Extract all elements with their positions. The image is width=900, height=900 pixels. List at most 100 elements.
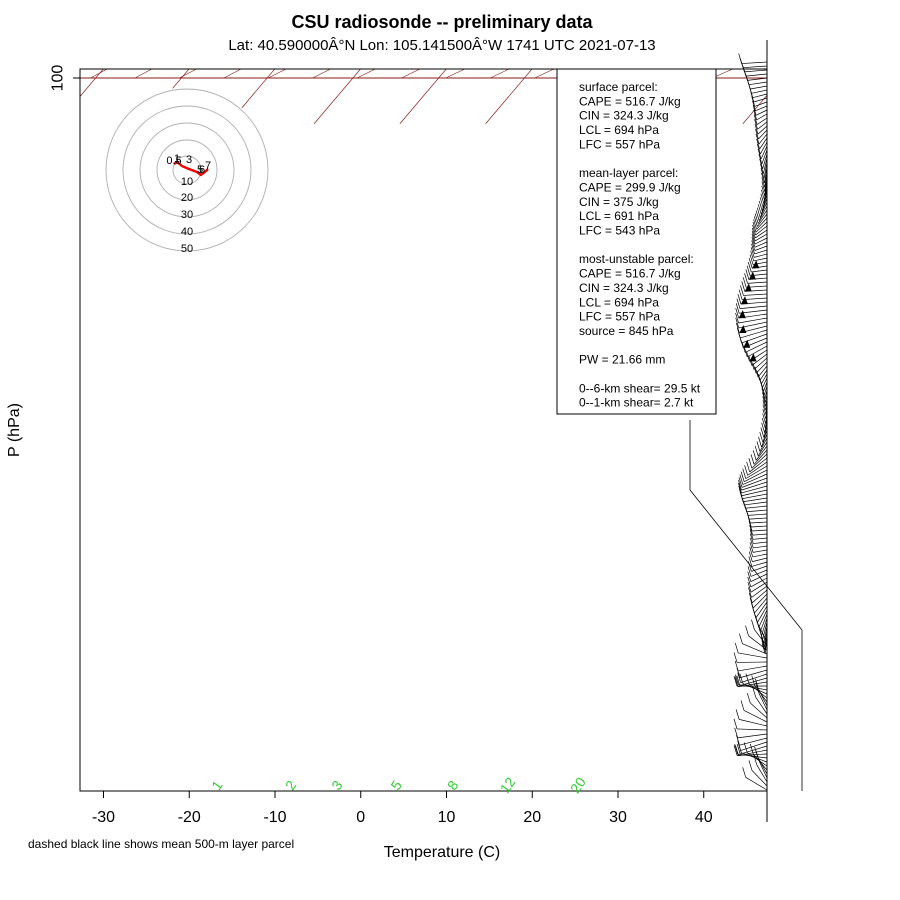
info-box-line: LFC = 543 hPa	[579, 224, 660, 238]
info-box-line: surface parcel:	[579, 80, 658, 94]
wind-barb	[764, 637, 768, 654]
wind-barb-feather	[746, 265, 751, 276]
wind-barb-feather	[740, 285, 744, 296]
chart-title: CSU radiosonde -- preliminary data	[291, 12, 593, 32]
y-axis-label: P (hPa)	[6, 403, 23, 457]
wind-barb-feather	[742, 767, 747, 778]
wind-barb-feather	[741, 281, 746, 292]
wind-barb	[747, 513, 768, 516]
chart-subtitle: Lat: 40.590000Â°N Lon: 105.141500Â°W 174…	[228, 37, 655, 54]
hodograph: 10 20 30 40 50 0.51 356 7	[104, 87, 270, 255]
wind-barb	[741, 489, 768, 497]
wind-barb-feather	[752, 105, 757, 116]
wind-barb	[758, 129, 768, 140]
wind-barb-feather	[758, 200, 763, 212]
wind-barb-feather	[761, 388, 766, 399]
wind-barb-feather	[751, 237, 756, 248]
info-box-line: most-unstable parcel:	[579, 252, 694, 266]
wind-barb-feather	[748, 760, 753, 771]
y-tick-label: 100	[50, 65, 67, 92]
wind-barb	[760, 197, 768, 215]
info-box-line: CIN = 324.3 J/kg	[579, 109, 669, 123]
info-box-line: LFC = 557 hPa	[579, 137, 660, 151]
wind-barb	[741, 61, 768, 64]
wind-barb	[754, 629, 768, 647]
wind-barb-feather	[734, 727, 739, 738]
wind-barb	[759, 369, 768, 381]
wind-barb	[754, 241, 768, 248]
wind-barb	[764, 165, 768, 184]
wind-barb	[752, 529, 768, 532]
wind-barb	[753, 97, 768, 103]
wind-barb-feather	[749, 525, 753, 536]
wind-barb-feather	[735, 317, 740, 329]
wind-barb	[757, 756, 768, 775]
wind-barb	[762, 429, 768, 443]
wind-barb-feather	[752, 363, 757, 374]
wind-barb	[751, 565, 768, 572]
wind-barb-feather	[743, 742, 748, 753]
wind-barb-feather	[745, 269, 750, 280]
wind-barb	[758, 688, 768, 707]
hodograph-ring-label: 50	[181, 243, 193, 255]
wind-barb	[738, 684, 768, 691]
wind-barb	[750, 581, 768, 593]
wind-barb-feather	[735, 322, 740, 334]
wind-barb-feather	[735, 312, 739, 324]
wind-barb-feather	[756, 370, 761, 381]
wind-barb	[755, 225, 768, 236]
info-box-line: 0--6-km shear= 29.5 kt	[579, 381, 701, 395]
wind-barb-feather	[735, 303, 740, 314]
wind-barb	[764, 169, 768, 188]
wind-barb	[742, 473, 768, 485]
wind-barb-feather	[758, 436, 762, 447]
wind-barb	[756, 113, 768, 121]
wind-barb-flag	[752, 260, 760, 269]
wind-barb	[759, 137, 768, 150]
wind-barb	[765, 413, 768, 424]
wind-barb	[747, 281, 768, 284]
wind-barb-feather	[755, 210, 760, 221]
wind-barb	[756, 764, 768, 783]
wind-barb-feather	[750, 247, 755, 258]
wind-barb-feather	[748, 587, 752, 598]
x-tick-label: 20	[523, 809, 541, 826]
info-box-line: PW = 21.66 mm	[579, 353, 665, 367]
wind-barb-feather	[735, 307, 740, 319]
wind-barb-feather	[739, 474, 744, 485]
wind-barb	[754, 101, 768, 107]
wind-barb-feather	[739, 633, 743, 644]
wind-barb-feather	[750, 250, 755, 262]
wind-barb	[738, 665, 768, 672]
wind-barb-feather	[750, 359, 755, 370]
wind-barb-feather	[744, 465, 748, 476]
wind-barb-flag	[743, 339, 751, 348]
wind-barb-feather	[748, 556, 753, 567]
wind-barb	[759, 613, 768, 632]
wind-barb	[753, 541, 768, 544]
wind-barb-feather	[747, 516, 752, 528]
wind-barb	[754, 237, 768, 245]
wind-barb	[765, 397, 768, 407]
wind-barb-feather	[752, 224, 756, 236]
wind-barb-feather	[751, 243, 755, 255]
wind-barb-feather	[748, 258, 753, 269]
barb-panel-edge	[689, 489, 803, 631]
wind-barb-feather	[733, 718, 738, 730]
wind-barb	[757, 365, 768, 378]
wind-barb-feather	[749, 529, 754, 540]
wind-barb	[764, 173, 768, 192]
hodograph-ring	[172, 155, 202, 185]
wind-barb-feather	[748, 520, 753, 532]
wind-barb-feather	[761, 636, 765, 647]
hodograph-height-label: 5	[197, 164, 203, 176]
wind-barb	[743, 469, 768, 482]
mixing-ratio-label: 12	[497, 774, 519, 796]
wind-barb-feather	[760, 168, 765, 179]
wind-barb-feather	[755, 133, 760, 145]
wind-barb-flag	[738, 310, 746, 319]
wind-barb	[749, 517, 768, 520]
dry-adiabat-line	[712, 69, 734, 79]
wind-barb-feather	[752, 222, 757, 233]
x-axis-label: Temperature (C)	[384, 844, 500, 861]
